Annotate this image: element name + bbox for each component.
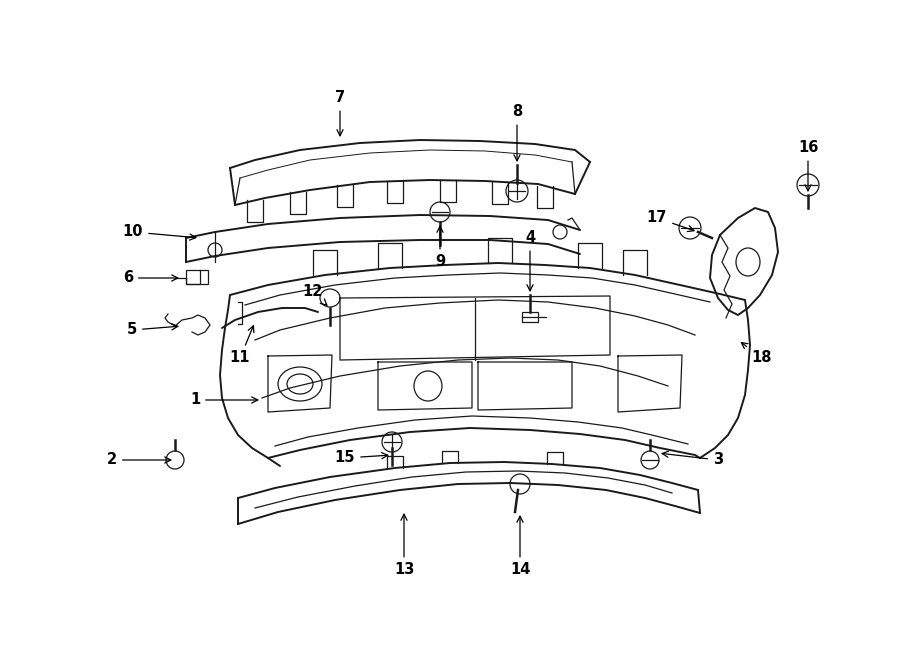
Text: 1: 1: [190, 393, 257, 407]
Text: 10: 10: [122, 225, 196, 240]
Text: 8: 8: [512, 104, 522, 161]
Text: 2: 2: [107, 453, 171, 467]
Text: 7: 7: [335, 91, 345, 136]
Text: 6: 6: [123, 270, 178, 286]
Text: 4: 4: [525, 231, 535, 291]
Bar: [186, 270, 208, 284]
Text: 11: 11: [230, 326, 254, 366]
Text: 13: 13: [394, 514, 414, 578]
Text: 14: 14: [509, 516, 530, 578]
Text: 15: 15: [335, 451, 388, 465]
Text: 9: 9: [435, 226, 446, 270]
Text: 12: 12: [302, 284, 327, 305]
Text: 3: 3: [662, 451, 723, 467]
Text: 18: 18: [742, 342, 772, 366]
Text: 17: 17: [647, 210, 694, 231]
Text: 16: 16: [797, 141, 818, 191]
Text: 5: 5: [127, 323, 178, 338]
